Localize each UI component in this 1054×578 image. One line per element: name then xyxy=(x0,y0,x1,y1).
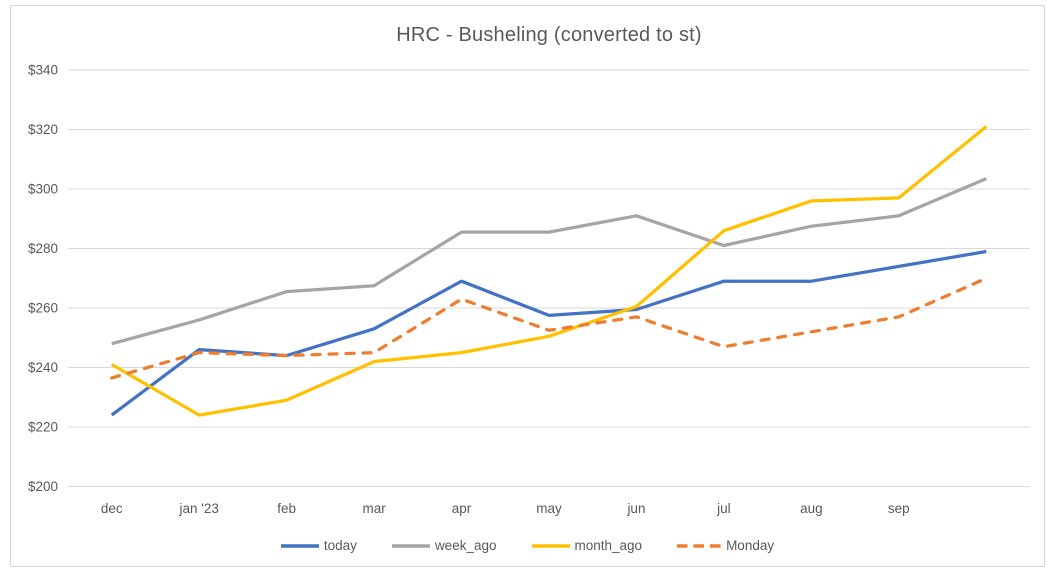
legend-item-monday[interactable]: Monday xyxy=(676,538,774,553)
x-tick-label: mar xyxy=(362,501,386,516)
month-ago-line-swatch xyxy=(531,543,570,548)
y-tick-label: $280 xyxy=(28,241,58,256)
week-ago-line-swatch xyxy=(391,543,430,548)
legend-item-week-ago[interactable]: week_ago xyxy=(391,538,497,553)
series-line-month_ago xyxy=(110,125,988,417)
legend-label-monday: Monday xyxy=(726,538,775,553)
y-tick-label: $200 xyxy=(28,479,58,494)
monday-line-swatch xyxy=(677,543,722,548)
legend-label-today: today xyxy=(323,538,357,553)
x-tick-label: aug xyxy=(800,501,823,516)
y-tick-label: $320 xyxy=(28,122,58,137)
x-tick-label: apr xyxy=(452,501,472,516)
x-tick-label: sep xyxy=(888,501,910,516)
y-tick-label: $260 xyxy=(28,301,58,316)
y-tick-label: $240 xyxy=(28,360,58,375)
x-tick-label: feb xyxy=(277,501,296,516)
today-line-swatch xyxy=(280,543,319,548)
chart-frame xyxy=(10,5,1045,567)
legend-label-month-ago: month_ago xyxy=(574,538,643,553)
legend-label-week-ago: week_ago xyxy=(434,538,497,553)
chart-title: HRC - Busheling (converted to st) xyxy=(396,24,702,46)
series-line-week_ago xyxy=(111,177,987,346)
x-tick-label: jul xyxy=(716,501,731,516)
x-tick-label: may xyxy=(536,501,562,516)
y-tick-label: $340 xyxy=(28,63,58,78)
x-tick-label: dec xyxy=(101,501,123,516)
legend: today week_ago month_ago Monday xyxy=(0,538,1054,553)
y-tick-label: $220 xyxy=(28,420,58,435)
series-line-monday xyxy=(110,276,988,380)
series-line-today xyxy=(110,249,987,417)
x-tick-label: jun xyxy=(626,501,645,516)
x-tick-label: jan '23 xyxy=(178,501,218,516)
y-tick-label: $300 xyxy=(28,182,58,197)
legend-item-today[interactable]: today xyxy=(280,538,357,553)
legend-item-month-ago[interactable]: month_ago xyxy=(531,538,643,553)
